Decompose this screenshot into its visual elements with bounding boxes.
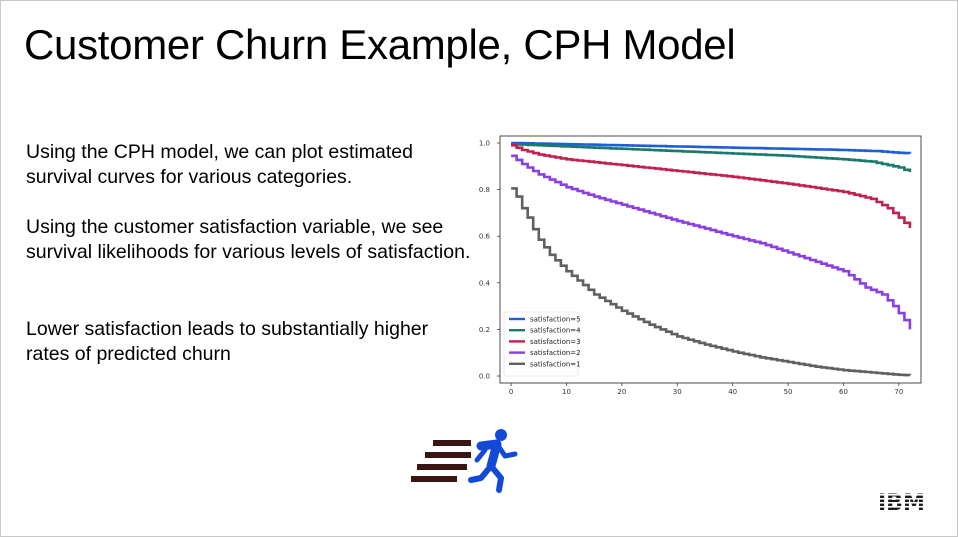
x-tick-label: 70 xyxy=(894,388,903,396)
legend-entry: satisfaction=5 xyxy=(530,316,581,324)
y-tick-label: 0.4 xyxy=(479,279,491,287)
y-tick-label: 0.0 xyxy=(479,373,490,381)
x-tick-label: 30 xyxy=(673,388,682,396)
x-tick-label: 50 xyxy=(784,388,793,396)
x-tick-label: 10 xyxy=(562,388,571,396)
legend-entry: satisfaction=4 xyxy=(530,327,581,335)
paragraph-cph-plot: Using the CPH model, we can plot estimat… xyxy=(26,141,413,188)
series-line-satisfaction-1 xyxy=(511,187,912,377)
ibm-logo: IBM xyxy=(877,491,935,514)
ibm-logo-stripes xyxy=(877,494,935,508)
y-tick-label: 0.6 xyxy=(479,233,491,241)
legend-box xyxy=(503,311,579,377)
series-line-satisfaction-3 xyxy=(511,144,912,228)
legend-entry: satisfaction=2 xyxy=(530,349,581,357)
running-person-icon xyxy=(411,429,518,493)
survival-chart-svg: 0 10 20 30 40 50 60 70 0.0 0.2 0.4 0.6 0.8 1.0 satisfa… xyxy=(479,135,922,396)
x-tick-label: 60 xyxy=(839,388,848,396)
slide-title: Customer Churn Example, CPH Model xyxy=(24,21,736,68)
runner-figure xyxy=(468,429,518,493)
survival-chart: 0 10 20 30 40 50 60 70 0.0 0.2 0.4 0.6 0.8 1.0 satisfa… xyxy=(469,131,924,401)
x-tick-label: 0 xyxy=(509,388,513,396)
paragraph-churn: Lower satisfaction leads to substantiall… xyxy=(26,318,429,365)
y-tick-label: 1.0 xyxy=(479,139,490,147)
series-line-satisfaction-2 xyxy=(511,154,912,330)
y-tick-label: 0.2 xyxy=(479,326,490,334)
speed-lines xyxy=(411,440,471,482)
x-tick-label: 40 xyxy=(728,388,737,396)
series-line-satisfaction-5 xyxy=(511,141,912,155)
paragraph-satisfaction: Using the customer satisfaction variable… xyxy=(26,216,471,263)
legend-entry: satisfaction=1 xyxy=(530,360,581,368)
series-line-satisfaction-4 xyxy=(511,142,912,173)
legend-entry: satisfaction=3 xyxy=(530,338,581,346)
x-tick-label: 20 xyxy=(617,388,626,396)
y-tick-label: 0.8 xyxy=(479,186,490,194)
